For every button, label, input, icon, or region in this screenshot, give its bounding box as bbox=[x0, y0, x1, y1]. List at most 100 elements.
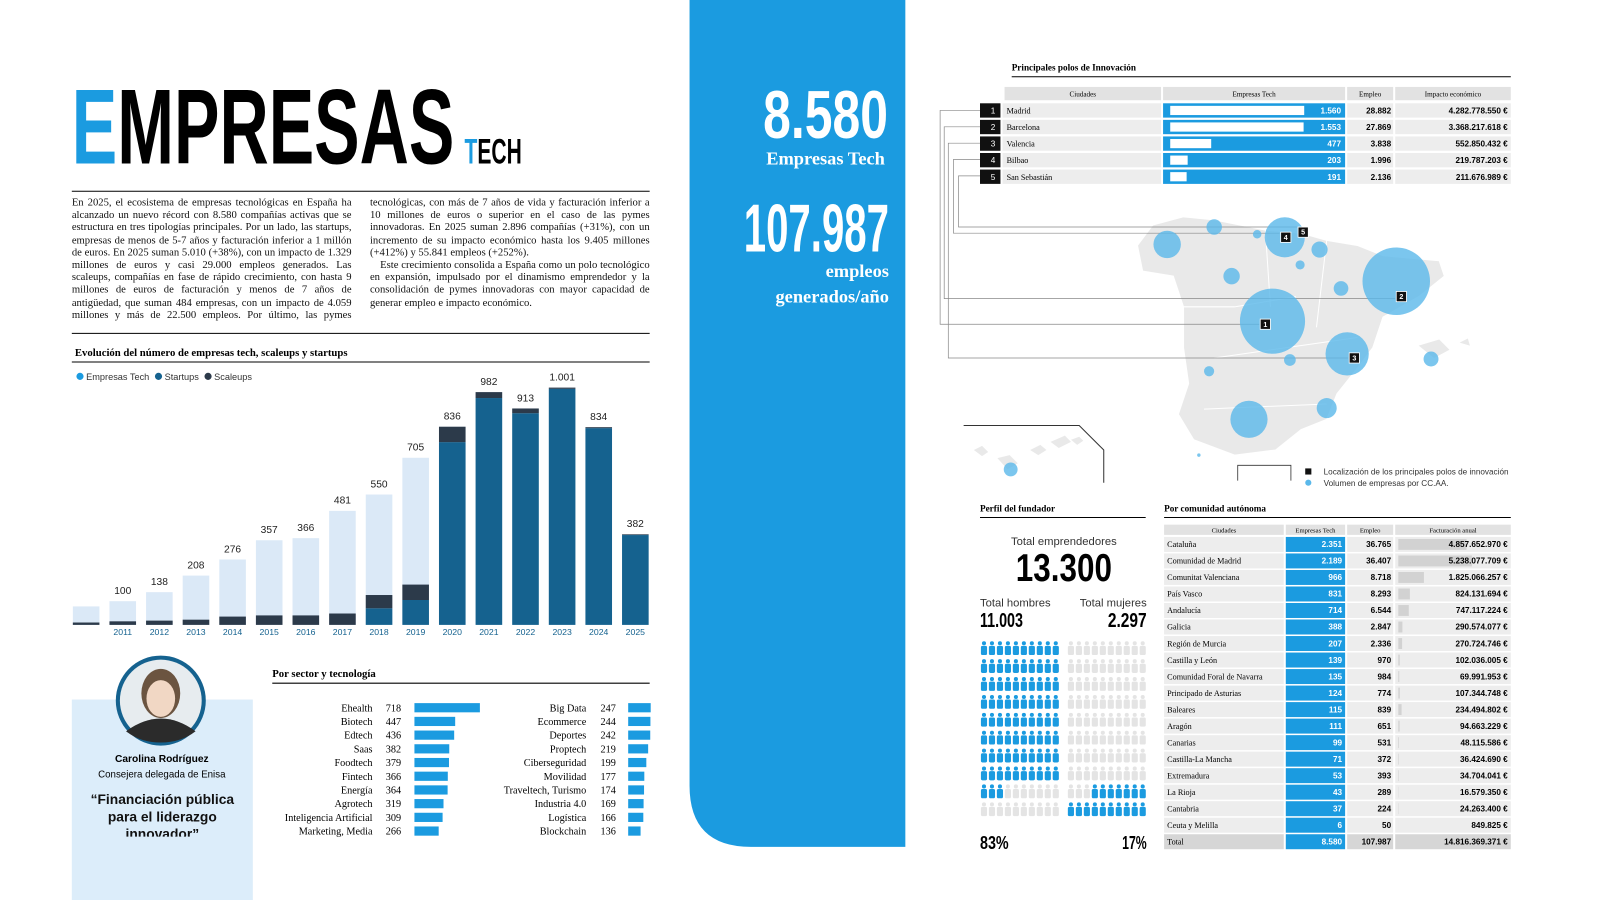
total-label: Total emprendedores bbox=[1011, 536, 1117, 548]
person-body bbox=[1036, 771, 1043, 781]
person-body bbox=[1083, 699, 1090, 709]
map-inset-frame bbox=[963, 424, 1105, 483]
person-head bbox=[1045, 712, 1050, 717]
companies: 831 bbox=[1328, 590, 1342, 599]
category-label: Deportes bbox=[549, 731, 586, 742]
jobs: 50 bbox=[1382, 821, 1392, 830]
person-body bbox=[1123, 771, 1130, 781]
map-bubble bbox=[1423, 351, 1439, 367]
men-label: Total hombres bbox=[980, 597, 1051, 609]
person-head bbox=[1053, 641, 1058, 646]
value-label: 366 bbox=[386, 772, 401, 783]
row-cell bbox=[1395, 685, 1511, 701]
jobs: 36.407 bbox=[1366, 557, 1391, 566]
row-cell bbox=[1285, 784, 1346, 800]
person-head bbox=[1100, 802, 1105, 807]
person-head bbox=[1132, 766, 1137, 771]
row-cell bbox=[1285, 669, 1346, 685]
person-body bbox=[1099, 771, 1106, 781]
header-cell bbox=[1164, 524, 1284, 535]
person-head bbox=[1021, 694, 1026, 700]
header-cell bbox=[1163, 86, 1346, 101]
person-head bbox=[1037, 802, 1042, 807]
person-head bbox=[989, 766, 995, 771]
region: Región de Murcia bbox=[1167, 639, 1226, 648]
bar bbox=[219, 559, 246, 625]
header-cell bbox=[1347, 86, 1394, 101]
category-label: Ecommerce bbox=[537, 717, 586, 728]
person-head bbox=[1045, 677, 1050, 682]
person-body bbox=[1004, 717, 1011, 727]
person-head bbox=[1108, 748, 1113, 753]
value-label: 136 bbox=[601, 827, 616, 838]
person-body bbox=[1004, 663, 1011, 673]
person-body bbox=[1036, 753, 1043, 763]
bar bbox=[1398, 555, 1472, 567]
person-body bbox=[1036, 717, 1043, 727]
person-body bbox=[1139, 645, 1146, 656]
jobs: 531 bbox=[1377, 738, 1391, 747]
person-body bbox=[1020, 717, 1027, 727]
person-body bbox=[1075, 789, 1082, 799]
person-body bbox=[1123, 735, 1130, 745]
category-label: Movilidad bbox=[544, 772, 587, 783]
person-body bbox=[1115, 645, 1122, 656]
row-cell bbox=[1002, 119, 1162, 135]
region: País Vasco bbox=[1167, 590, 1202, 599]
person-head bbox=[997, 802, 1002, 807]
person-body bbox=[1028, 717, 1035, 727]
value-label: 100 bbox=[114, 586, 131, 597]
person-head bbox=[1116, 766, 1121, 771]
row-cell bbox=[1347, 751, 1394, 767]
person-body bbox=[1067, 789, 1074, 799]
map-bubble bbox=[1204, 366, 1215, 377]
person-body bbox=[1123, 681, 1130, 691]
person-head bbox=[1084, 802, 1089, 807]
person-head bbox=[1092, 784, 1097, 789]
person-body bbox=[1004, 699, 1011, 709]
person-head bbox=[1116, 694, 1121, 700]
person-head bbox=[989, 730, 995, 735]
person-body bbox=[1083, 645, 1090, 656]
person-body bbox=[1036, 681, 1043, 691]
person-head bbox=[1108, 659, 1113, 664]
rank-box bbox=[980, 103, 1001, 118]
bar bbox=[414, 826, 439, 836]
rank-box bbox=[980, 119, 1001, 135]
row-cell bbox=[1164, 751, 1284, 767]
person-body bbox=[1091, 789, 1098, 799]
person-head bbox=[1132, 802, 1137, 807]
x-tick-label: 2017 bbox=[333, 627, 352, 637]
x-tick-label: 2022 bbox=[516, 627, 535, 637]
map-bubble bbox=[1197, 453, 1201, 457]
region: Castilla y León bbox=[1167, 656, 1217, 665]
person-head bbox=[981, 730, 987, 735]
bar bbox=[414, 771, 448, 781]
person-head bbox=[1037, 730, 1042, 735]
person-head bbox=[997, 730, 1002, 735]
person-head bbox=[1076, 677, 1081, 682]
person-body bbox=[1075, 717, 1082, 727]
body-text: En 2025, el ecosistema de empresas tecno… bbox=[72, 197, 650, 322]
category-label: Marketing, Media bbox=[299, 827, 373, 838]
person-body bbox=[1067, 771, 1074, 781]
bar bbox=[628, 785, 645, 795]
bar-segment bbox=[622, 535, 649, 625]
person-body bbox=[1107, 699, 1114, 709]
highlight-number: 107.987 bbox=[744, 192, 889, 267]
bar-segment bbox=[438, 442, 466, 625]
bar-segment bbox=[475, 392, 503, 399]
jobs: 2.336 bbox=[1371, 639, 1392, 648]
row-cell bbox=[1395, 569, 1511, 585]
person-head bbox=[989, 712, 995, 717]
person-body bbox=[1052, 681, 1059, 691]
person-head bbox=[1124, 659, 1129, 664]
bar-segment bbox=[109, 621, 137, 625]
person-head bbox=[1132, 659, 1137, 664]
row-cell bbox=[1285, 768, 1346, 784]
row-cell bbox=[1395, 586, 1511, 602]
companies: 477 bbox=[1327, 140, 1341, 149]
row-cell bbox=[1347, 784, 1394, 800]
revenue: 4.857.652.970 € bbox=[1449, 540, 1509, 549]
row-cell bbox=[1347, 685, 1394, 701]
